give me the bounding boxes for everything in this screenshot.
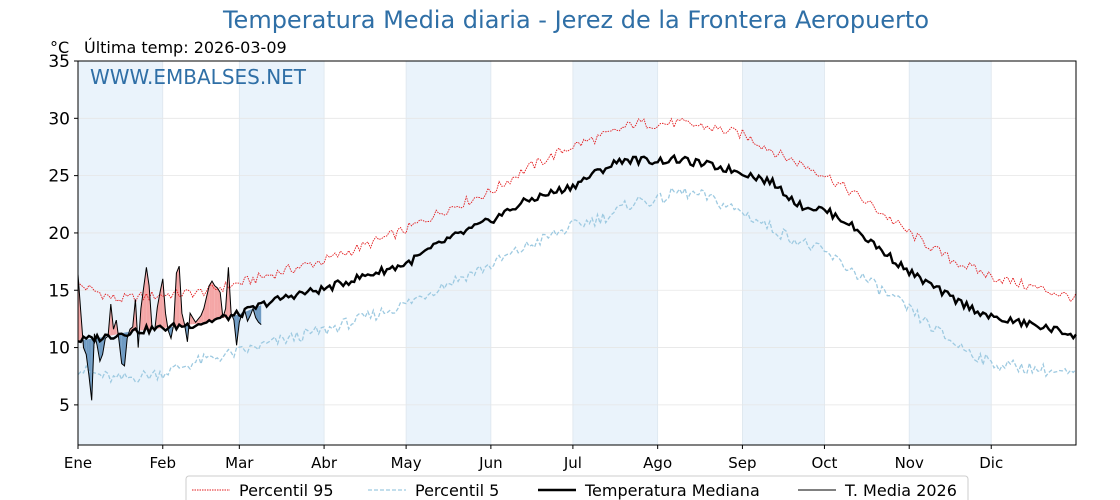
above-median-fill bbox=[198, 315, 202, 324]
y-tick-label: 20 bbox=[48, 224, 70, 244]
legend-label: Percentil 5 bbox=[415, 481, 499, 500]
y-tick-label: 25 bbox=[48, 167, 70, 187]
below-median-fill bbox=[83, 339, 87, 355]
above-median-fill bbox=[78, 274, 81, 341]
below-median-fill bbox=[121, 332, 125, 366]
x-tick-label: Ago bbox=[643, 454, 672, 472]
below-median-fill bbox=[88, 338, 92, 401]
above-median-fill bbox=[176, 266, 180, 327]
month-band-jul bbox=[572, 61, 658, 445]
last-temp-label: Última temp: 2026-03-09 bbox=[84, 38, 287, 57]
y-axis: 5 10 15 20 25 30 35 bbox=[48, 52, 78, 416]
below-median-fill bbox=[258, 305, 262, 325]
above-median-fill bbox=[140, 287, 144, 331]
y-tick-label: 5 bbox=[59, 396, 70, 416]
series-percentil-95 bbox=[77, 117, 1077, 304]
series-t-media-2026 bbox=[77, 266, 262, 401]
above-median-fill bbox=[201, 308, 204, 323]
plot-frame bbox=[77, 60, 1077, 446]
month-band-nov bbox=[909, 61, 992, 445]
y-tick-label: 10 bbox=[48, 339, 70, 359]
x-tick-label: Mar bbox=[225, 454, 254, 472]
above-median-fill bbox=[211, 281, 215, 321]
x-tick-label: Nov bbox=[895, 454, 924, 472]
x-tick-label: Feb bbox=[149, 454, 176, 472]
unit-label: °C bbox=[50, 38, 70, 57]
watermark: WWW.EMBALSES.NET bbox=[90, 65, 307, 89]
below-median-fill bbox=[86, 339, 89, 376]
series-temperatura-mediana bbox=[77, 153, 1077, 344]
above-median-fill bbox=[214, 285, 218, 320]
below-median-fill bbox=[247, 309, 251, 322]
above-median-fill bbox=[157, 292, 161, 329]
x-tick-label: Abr bbox=[311, 454, 338, 472]
y-tick-label: 15 bbox=[48, 281, 70, 301]
legend-label: T. Media 2026 bbox=[844, 481, 957, 500]
y-tick-label: 30 bbox=[48, 109, 70, 129]
legend: Percentil 95 Percentil 5 Temperatura Media… bbox=[185, 475, 969, 500]
x-tick-label: Oct bbox=[811, 454, 837, 472]
above-median-fill bbox=[203, 297, 207, 323]
above-median-fill bbox=[209, 281, 212, 322]
series-percentil-5 bbox=[77, 186, 1077, 384]
x-tick-label: Sep bbox=[728, 454, 756, 472]
x-tick-label: May bbox=[391, 454, 422, 472]
legend-label: Percentil 95 bbox=[239, 481, 334, 500]
above-median-fill bbox=[217, 287, 221, 320]
x-tick-label: Dic bbox=[979, 454, 1003, 472]
month-band-sep bbox=[742, 61, 825, 445]
x-tick-label: Jul bbox=[563, 454, 582, 472]
month-band-mar bbox=[239, 61, 325, 445]
series-lines bbox=[77, 117, 1077, 401]
above-median-fill bbox=[190, 313, 193, 325]
chart-title: Temperatura Media diaria - Jerez de la F… bbox=[222, 6, 930, 34]
legend-label: Temperatura Mediana bbox=[584, 481, 760, 500]
x-tick-label: Ene bbox=[64, 454, 92, 472]
y-tick-label: 35 bbox=[48, 52, 70, 72]
legend-box bbox=[185, 475, 969, 500]
x-tick-label: Jun bbox=[478, 454, 502, 472]
x-axis: Ene Feb Mar Abr May Jun Jul Ago Sep Oct Nov Dic bbox=[64, 445, 1003, 472]
